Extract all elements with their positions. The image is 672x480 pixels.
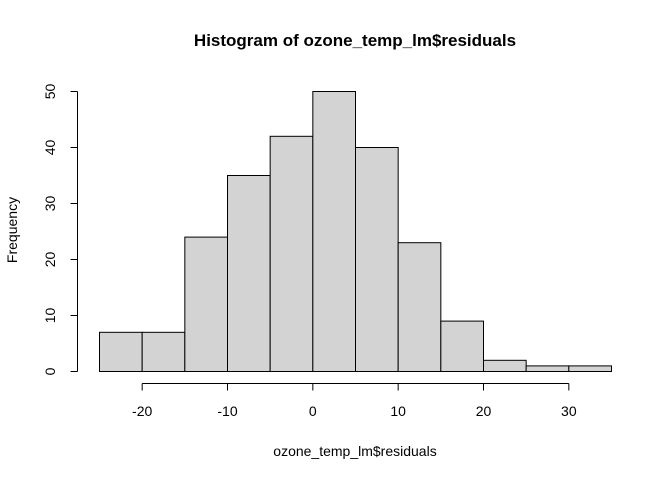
x-ticks: -20 -10 0 10 20 30	[132, 383, 577, 419]
y-tick-label: 30	[42, 196, 58, 212]
y-tick-label: 10	[42, 308, 58, 324]
x-tick-label: 0	[309, 403, 317, 419]
histogram-bar	[227, 175, 271, 372]
histogram-bar	[483, 359, 527, 372]
chart-title: Histogram of ozone_temp_lm$residuals	[194, 31, 516, 50]
x-tick-label: -20	[132, 403, 152, 419]
histogram-bar	[525, 365, 570, 372]
x-tick-label: 10	[390, 403, 406, 419]
histogram-bar	[141, 331, 186, 372]
histogram-bar	[568, 365, 612, 372]
x-tick-label: 30	[561, 403, 577, 419]
y-tick-label: 20	[42, 252, 58, 268]
bars-group	[99, 91, 612, 373]
histogram-bar	[397, 242, 442, 372]
x-tick-label: -10	[217, 403, 237, 419]
histogram-bar	[355, 147, 399, 372]
histogram-bar	[312, 91, 357, 372]
x-axis: -20 -10 0 10 20 30	[132, 383, 577, 419]
histogram-bar	[440, 320, 485, 373]
y-tick-label: 50	[42, 84, 58, 100]
y-axis: 0 10 20 30 40 50	[42, 84, 78, 375]
y-tick-label: 0	[42, 367, 58, 375]
y-ticks: 0 10 20 30 40 50	[42, 84, 78, 375]
x-axis-label: ozone_temp_lm$residuals	[273, 443, 436, 459]
y-tick-label: 40	[42, 140, 58, 156]
histogram-bar	[269, 135, 314, 372]
histogram-bar	[184, 236, 228, 372]
x-tick-label: 20	[476, 403, 492, 419]
y-axis-label: Frequency	[4, 197, 20, 263]
histogram-bar	[99, 331, 143, 372]
